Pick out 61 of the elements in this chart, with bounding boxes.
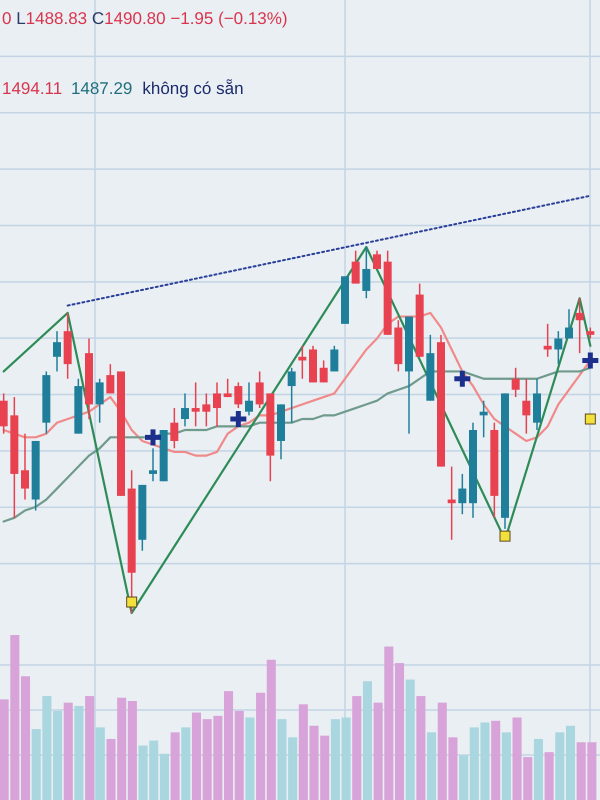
candlestick [181, 392, 189, 428]
bar [587, 742, 596, 800]
bar [491, 720, 500, 800]
candlestick [192, 382, 200, 428]
candlestick [512, 367, 520, 398]
bar [128, 701, 137, 800]
bar [416, 696, 426, 800]
bar [74, 706, 84, 800]
bar [96, 727, 105, 800]
candlestick [245, 382, 253, 416]
bar [406, 680, 415, 800]
candlestick [224, 378, 232, 398]
candlestick [554, 330, 562, 365]
candlestick [522, 378, 530, 434]
candlestick [106, 363, 114, 394]
bar [32, 729, 41, 800]
bar [352, 696, 362, 800]
candlestick [202, 392, 210, 428]
bar [459, 755, 468, 800]
bar [170, 732, 180, 800]
candlestick [576, 297, 584, 354]
text: không có sẵn [142, 79, 244, 98]
candlestick [96, 378, 104, 424]
text: 1487.29 [70, 79, 132, 98]
candlestick [149, 448, 157, 482]
candlestick [352, 250, 360, 284]
bar [181, 727, 190, 800]
bar [534, 738, 543, 800]
candlestick [170, 407, 178, 450]
candlestick [298, 345, 306, 380]
bar [245, 718, 254, 800]
point [126, 596, 138, 608]
chart-title: 0 L1488.83 C1490.80 −1.95 (−0.13%) [2, 9, 288, 28]
bar [576, 742, 586, 800]
bar [544, 752, 554, 800]
candlestick [320, 360, 328, 384]
point [500, 530, 510, 542]
candlestick [373, 250, 381, 270]
candlestick [213, 382, 221, 428]
candlestick [362, 246, 370, 299]
candlestick [544, 323, 552, 358]
candlestick [234, 382, 242, 409]
bar [362, 681, 372, 800]
bar [64, 702, 73, 800]
bar [427, 732, 436, 800]
bar [85, 696, 94, 800]
candlestick [586, 326, 594, 340]
candlestick [565, 308, 573, 340]
candlestick [288, 367, 296, 424]
bar [374, 702, 383, 800]
candlestick [256, 370, 264, 409]
candlestick [53, 330, 61, 372]
bar [502, 732, 511, 800]
candlestick [330, 345, 338, 372]
text: 1494.11 [2, 79, 62, 98]
candlestick [448, 466, 456, 541]
candlestick [480, 400, 488, 438]
bar [0, 699, 9, 800]
candlestick [458, 473, 466, 515]
point [584, 414, 596, 425]
candlestick [21, 432, 29, 500]
